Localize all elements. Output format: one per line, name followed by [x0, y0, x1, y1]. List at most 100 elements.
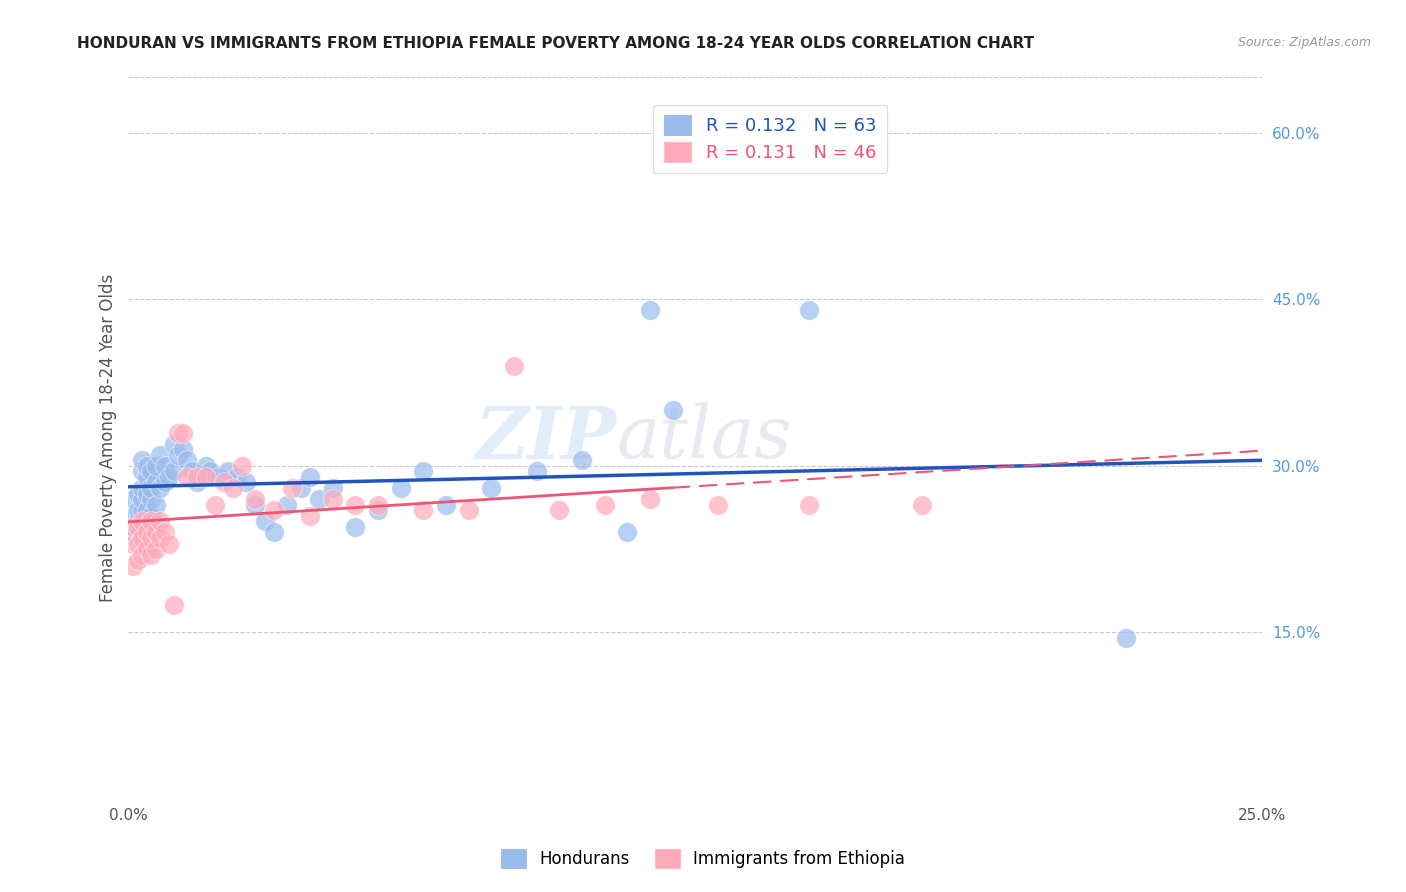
Point [204, 498, 226, 512]
Point [135, 458, 157, 473]
Point [131, 492, 153, 507]
Point [153, 525, 176, 540]
Point [662, 403, 685, 417]
Text: HONDURAN VS IMMIGRANTS FROM ETHIOPIA FEMALE POVERTY AMONG 18-24 YEAR OLDS CORREL: HONDURAN VS IMMIGRANTS FROM ETHIOPIA FEM… [77, 36, 1035, 51]
Text: ZIP: ZIP [475, 402, 616, 474]
Point [163, 436, 186, 450]
Point [135, 525, 157, 540]
Point [290, 481, 312, 495]
Point [131, 531, 153, 545]
Point [222, 481, 245, 495]
Point [231, 458, 253, 473]
Point [122, 525, 145, 540]
Point [186, 475, 208, 490]
Point [145, 458, 167, 473]
Point [308, 492, 330, 507]
Legend: R = 0.132   N = 63, R = 0.131   N = 46: R = 0.132 N = 63, R = 0.131 N = 46 [654, 104, 887, 173]
Point [389, 481, 412, 495]
Point [172, 425, 194, 440]
Point [571, 453, 593, 467]
Point [226, 470, 249, 484]
Point [145, 475, 167, 490]
Point [163, 598, 186, 612]
Point [616, 525, 638, 540]
Point [367, 498, 389, 512]
Point [503, 359, 526, 373]
Point [457, 503, 479, 517]
Point [593, 498, 616, 512]
Point [412, 503, 434, 517]
Point [167, 448, 190, 462]
Point [145, 498, 167, 512]
Point [235, 475, 257, 490]
Point [707, 498, 730, 512]
Point [412, 464, 434, 478]
Point [149, 531, 172, 545]
Point [153, 475, 176, 490]
Point [797, 303, 820, 318]
Point [298, 470, 321, 484]
Point [122, 520, 145, 534]
Y-axis label: Female Poverty Among 18-24 Year Olds: Female Poverty Among 18-24 Year Olds [100, 274, 117, 602]
Point [141, 514, 163, 528]
Point [797, 498, 820, 512]
Point [245, 492, 267, 507]
Point [141, 481, 163, 495]
Point [127, 553, 149, 567]
Point [217, 464, 239, 478]
Point [638, 492, 661, 507]
Point [135, 470, 157, 484]
Point [141, 548, 163, 562]
Point [135, 486, 157, 500]
Point [131, 453, 153, 467]
Point [141, 492, 163, 507]
Point [176, 453, 198, 467]
Point [153, 458, 176, 473]
Point [263, 503, 285, 517]
Point [479, 481, 502, 495]
Point [281, 481, 304, 495]
Point [127, 514, 149, 528]
Point [149, 448, 172, 462]
Point [141, 531, 163, 545]
Legend: Hondurans, Immigrants from Ethiopia: Hondurans, Immigrants from Ethiopia [495, 843, 911, 875]
Point [298, 508, 321, 523]
Point [208, 470, 231, 484]
Point [163, 464, 186, 478]
Point [127, 503, 149, 517]
Point [141, 464, 163, 478]
Point [548, 503, 571, 517]
Point [198, 464, 221, 478]
Point [186, 470, 208, 484]
Point [194, 458, 217, 473]
Point [157, 470, 180, 484]
Point [127, 536, 149, 550]
Point [157, 536, 180, 550]
Text: atlas: atlas [616, 403, 792, 474]
Point [434, 498, 457, 512]
Point [344, 520, 367, 534]
Point [344, 498, 367, 512]
Point [122, 492, 145, 507]
Point [638, 303, 661, 318]
Point [141, 508, 163, 523]
Point [131, 514, 153, 528]
Point [145, 525, 167, 540]
Point [190, 470, 212, 484]
Point [131, 548, 153, 562]
Point [245, 498, 267, 512]
Point [122, 508, 145, 523]
Point [127, 486, 149, 500]
Point [253, 514, 276, 528]
Point [367, 503, 389, 517]
Point [131, 481, 153, 495]
Point [212, 475, 235, 490]
Point [145, 542, 167, 557]
Point [176, 470, 198, 484]
Point [526, 464, 548, 478]
Point [122, 536, 145, 550]
Point [131, 503, 153, 517]
Text: Source: ZipAtlas.com: Source: ZipAtlas.com [1237, 36, 1371, 49]
Point [135, 503, 157, 517]
Point [322, 481, 344, 495]
